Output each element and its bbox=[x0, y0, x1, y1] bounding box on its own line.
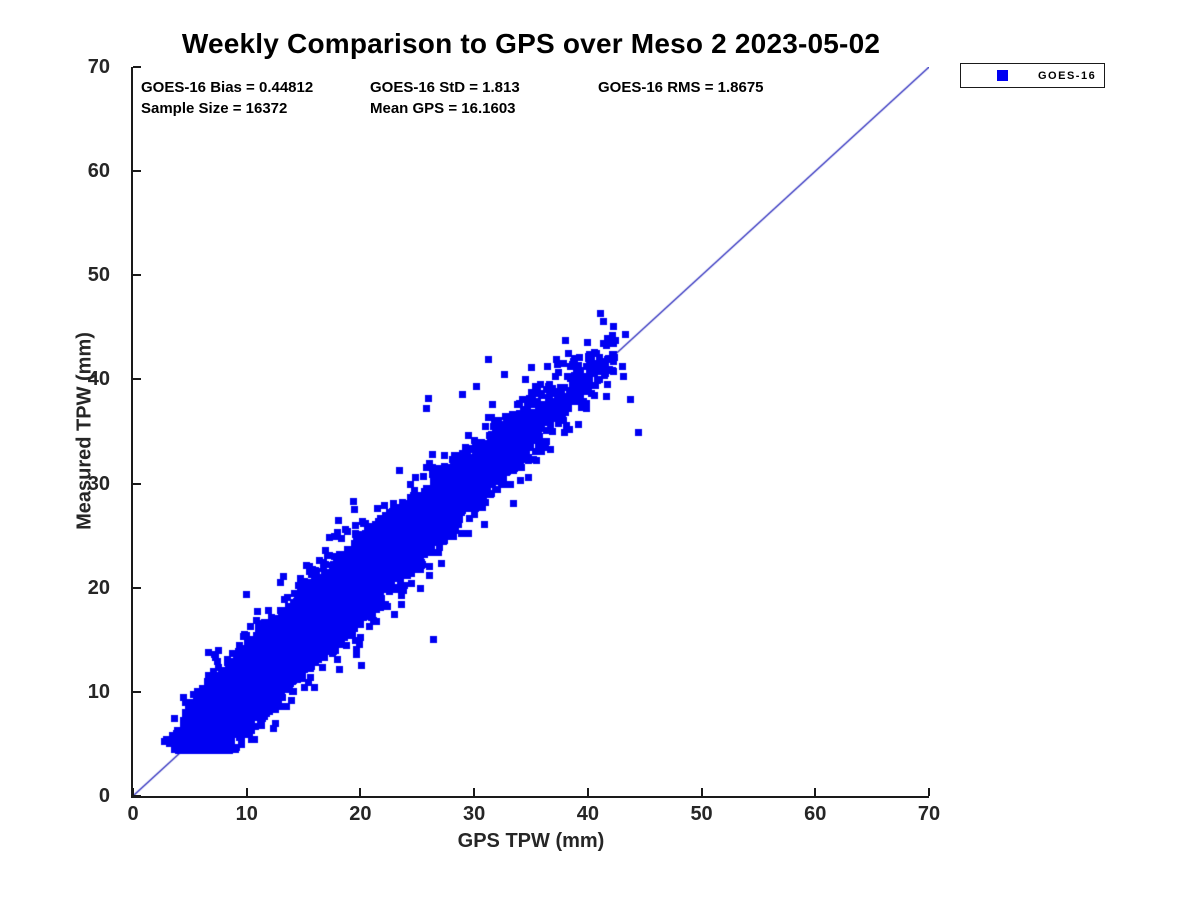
y-tick-label: 70 bbox=[87, 56, 110, 78]
x-tick-label: 70 bbox=[917, 803, 941, 825]
x-tick bbox=[132, 788, 134, 796]
legend-label: GOES-16 bbox=[1038, 69, 1097, 82]
y-tick-label: 60 bbox=[87, 160, 110, 183]
plot-area bbox=[131, 66, 930, 798]
x-axis-label: GPS TPW (mm) bbox=[457, 830, 605, 852]
y-tick bbox=[133, 274, 141, 277]
y-tick bbox=[133, 170, 141, 173]
y-tick-label: 50 bbox=[87, 264, 110, 287]
y-tick bbox=[133, 795, 141, 797]
x-tick-label: 50 bbox=[690, 803, 713, 825]
x-tick bbox=[700, 788, 703, 796]
x-tick-label: 30 bbox=[463, 803, 486, 825]
y-tick-label: 20 bbox=[87, 576, 110, 599]
legend-square-marker-icon bbox=[997, 70, 1008, 81]
x-tick bbox=[814, 788, 817, 796]
x-tick-label: 20 bbox=[349, 803, 372, 825]
y-tick-label: 30 bbox=[87, 472, 110, 495]
y-tick bbox=[133, 586, 141, 589]
y-tick-label: 0 bbox=[98, 785, 110, 807]
x-tick-label: 60 bbox=[804, 803, 827, 825]
x-tick-label: 0 bbox=[127, 803, 139, 825]
x-tick bbox=[245, 788, 248, 796]
x-tick bbox=[359, 788, 362, 796]
x-tick bbox=[473, 788, 476, 796]
chart-title: Weekly Comparison to GPS over Meso 2 202… bbox=[181, 28, 881, 59]
x-tick-label: 10 bbox=[235, 803, 258, 825]
x-tick-label: 40 bbox=[576, 803, 599, 825]
legend: GOES-16 bbox=[960, 63, 1105, 88]
x-tick bbox=[928, 788, 930, 796]
y-tick-label: 10 bbox=[87, 680, 110, 703]
y-tick bbox=[133, 482, 141, 485]
y-tick bbox=[133, 66, 141, 68]
y-axis-label: Measured TPW (mm) bbox=[73, 332, 96, 530]
y-tick-label: 40 bbox=[87, 368, 110, 391]
scatter-canvas bbox=[133, 67, 929, 796]
y-tick bbox=[133, 378, 141, 381]
x-tick bbox=[586, 788, 589, 796]
y-tick bbox=[133, 690, 141, 693]
